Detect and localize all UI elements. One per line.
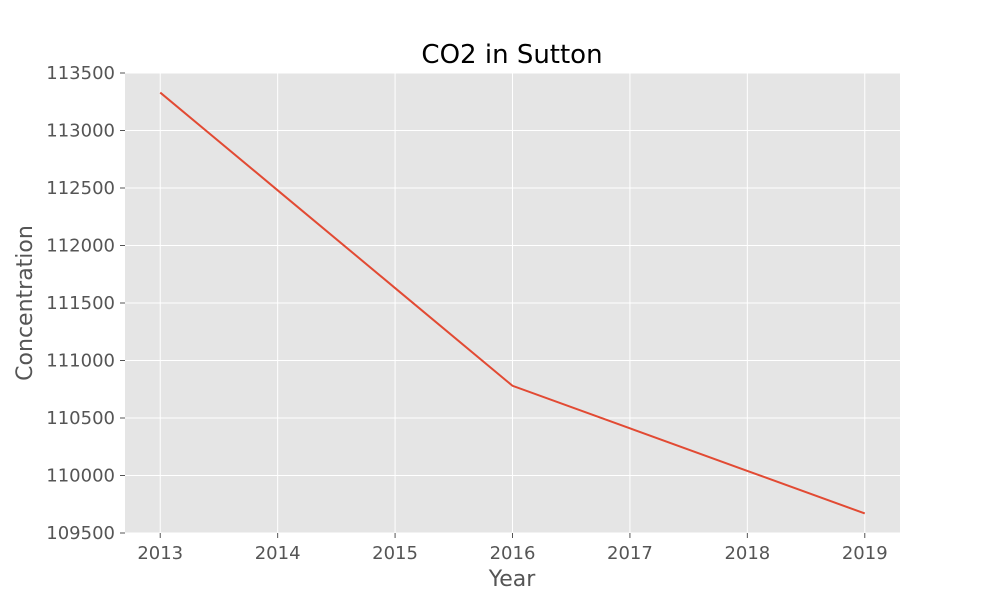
y-tick-label: 109500 [46, 523, 115, 544]
series-layer [159, 91, 866, 515]
y-tick-label: 113000 [46, 121, 115, 142]
y-tick-label: 111500 [46, 293, 115, 314]
y-axis-ticks: 109500 110000 110500 111000 111500 112000 1125… [46, 63, 125, 544]
grid-lines [125, 72, 900, 534]
y-tick-label: 110500 [46, 408, 115, 429]
x-tick-label: 2014 [255, 543, 301, 564]
chart-title: CO2 in Sutton [421, 40, 602, 70]
y-tick-label: 113500 [46, 63, 115, 84]
x-tick-label: 2016 [490, 543, 536, 564]
x-tick-label: 2013 [137, 543, 183, 564]
x-axis-ticks: 2013 2014 2015 2016 2017 2018 2019 [137, 533, 888, 564]
x-tick-label: 2019 [842, 543, 888, 564]
y-tick-label: 111000 [46, 351, 115, 372]
y-axis-label: Concentration [13, 225, 38, 381]
x-axis-label: Year [488, 567, 537, 592]
y-tick-label: 112500 [46, 178, 115, 199]
x-tick-label: 2018 [724, 543, 770, 564]
x-tick-label: 2015 [372, 543, 418, 564]
y-tick-label: 110000 [46, 466, 115, 487]
x-tick-label: 2017 [607, 543, 653, 564]
y-tick-label: 112000 [46, 236, 115, 257]
